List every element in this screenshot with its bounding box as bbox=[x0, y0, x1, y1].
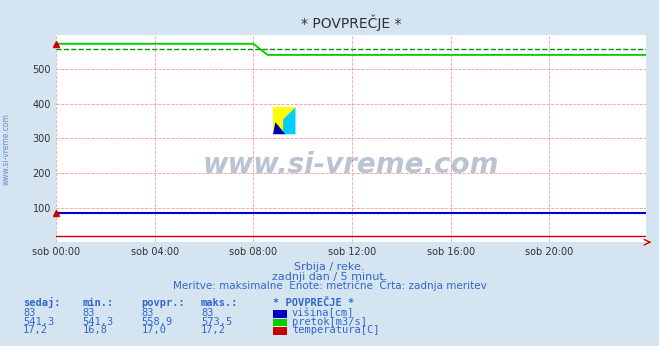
Text: višina[cm]: višina[cm] bbox=[292, 308, 355, 318]
Text: 541,3: 541,3 bbox=[23, 317, 54, 327]
Text: Meritve: maksimalne  Enote: metrične  Črta: zadnja meritev: Meritve: maksimalne Enote: metrične Črta… bbox=[173, 279, 486, 291]
Text: 17,2: 17,2 bbox=[23, 325, 48, 335]
Text: min.:: min.: bbox=[82, 298, 113, 308]
Text: 16,8: 16,8 bbox=[82, 325, 107, 335]
Text: povpr.:: povpr.: bbox=[142, 298, 185, 308]
Text: 83: 83 bbox=[23, 308, 36, 318]
Text: 83: 83 bbox=[201, 308, 214, 318]
Bar bbox=[273, 107, 295, 134]
Text: 541,3: 541,3 bbox=[82, 317, 113, 327]
Text: 83: 83 bbox=[142, 308, 154, 318]
Text: www.si-vreme.com: www.si-vreme.com bbox=[203, 152, 499, 179]
Text: * POVPREČJE *: * POVPREČJE * bbox=[273, 298, 355, 308]
Text: sedaj:: sedaj: bbox=[23, 297, 61, 308]
Text: 17,0: 17,0 bbox=[142, 325, 167, 335]
Text: zadnji dan / 5 minut.: zadnji dan / 5 minut. bbox=[272, 272, 387, 282]
Polygon shape bbox=[283, 107, 295, 134]
Text: 558,9: 558,9 bbox=[142, 317, 173, 327]
Text: 83: 83 bbox=[82, 308, 95, 318]
Text: temperatura[C]: temperatura[C] bbox=[292, 325, 380, 335]
Text: 573,5: 573,5 bbox=[201, 317, 232, 327]
Text: pretok[m3/s]: pretok[m3/s] bbox=[292, 317, 367, 327]
Title: * POVPREČJE *: * POVPREČJE * bbox=[301, 14, 401, 31]
Text: Srbija / reke.: Srbija / reke. bbox=[295, 262, 364, 272]
Text: 17,2: 17,2 bbox=[201, 325, 226, 335]
Text: maks.:: maks.: bbox=[201, 298, 239, 308]
Text: www.si-vreme.com: www.si-vreme.com bbox=[2, 113, 11, 185]
Polygon shape bbox=[273, 122, 285, 134]
